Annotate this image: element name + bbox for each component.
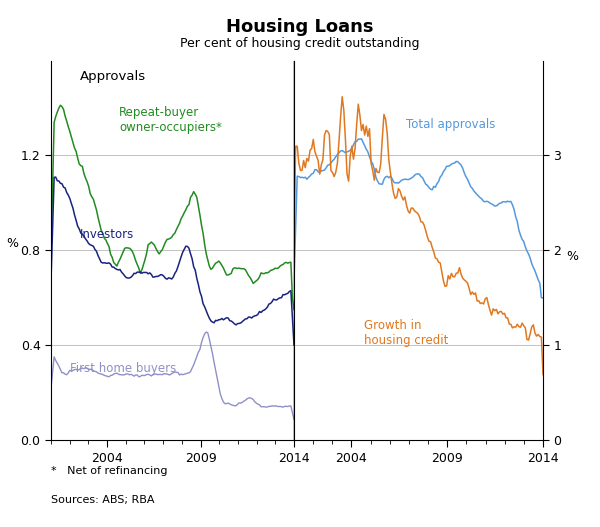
Text: Growth in
housing credit: Growth in housing credit [364, 319, 448, 347]
Text: *   Net of refinancing: * Net of refinancing [51, 466, 167, 476]
Y-axis label: %: % [566, 250, 578, 264]
Y-axis label: %: % [6, 237, 18, 250]
Text: Housing Loans: Housing Loans [226, 18, 374, 36]
Text: Approvals: Approvals [80, 70, 146, 83]
Text: Investors: Investors [80, 228, 134, 240]
Text: Per cent of housing credit outstanding: Per cent of housing credit outstanding [180, 37, 420, 50]
Text: Repeat-buyer
owner-occupiers*: Repeat-buyer owner-occupiers* [119, 106, 222, 134]
Text: Sources: ABS; RBA: Sources: ABS; RBA [51, 495, 155, 505]
Text: First home buyers: First home buyers [70, 362, 176, 375]
Text: Total approvals: Total approvals [406, 118, 496, 131]
